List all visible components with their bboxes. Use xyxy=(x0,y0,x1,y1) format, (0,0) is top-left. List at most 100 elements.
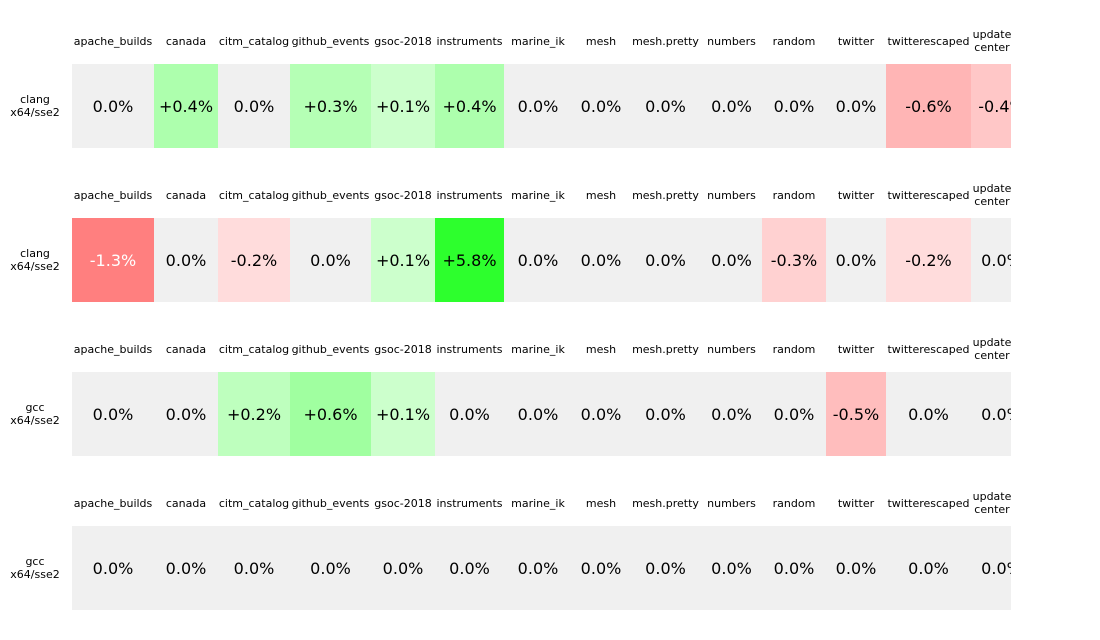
heatmap-cell: 0.0% xyxy=(504,526,572,610)
column-header: apache_builds xyxy=(73,343,153,356)
heatmap-cell: 0.0% xyxy=(504,218,572,302)
column-header: canada xyxy=(165,343,207,356)
column-header: mesh.pretty xyxy=(632,189,699,202)
heatmap-cell: 0.0% xyxy=(826,526,886,610)
column-header: update center xyxy=(972,336,1011,362)
heatmap-cell: -0.6% xyxy=(886,64,971,148)
column-header: apache_builds xyxy=(73,189,153,202)
column-header: citm_catalog xyxy=(218,189,290,202)
column-header: instruments xyxy=(436,497,503,510)
column-header: apache_builds xyxy=(73,35,153,48)
heatmap-cell: 0.0% xyxy=(72,526,154,610)
column-header: update center xyxy=(972,490,1011,516)
column-header: numbers xyxy=(707,343,756,356)
heatmap-cell: +0.4% xyxy=(435,64,504,148)
column-header: mesh.pretty xyxy=(632,497,699,510)
heatmap-cell: +0.1% xyxy=(371,372,435,456)
heatmap-cell: 0.0% xyxy=(886,526,971,610)
column-header: mesh xyxy=(585,497,617,510)
row-label-line: x64/sse2 xyxy=(10,260,60,273)
heatmap-cell: 0.0% xyxy=(572,372,630,456)
heatmap-block: apache_builds 0.0% canada 0.0% citm_catalog +… xyxy=(72,336,1011,456)
heatmap-cell: 0.0% xyxy=(218,64,290,148)
row-label-line: x64/sse2 xyxy=(10,414,60,427)
column-header: twitterescaped xyxy=(887,497,970,510)
column-header: mesh.pretty xyxy=(632,343,699,356)
heatmap-block: apache_builds 0.0% canada 0.0% citm_catalog 0… xyxy=(72,490,1011,610)
column-header: instruments xyxy=(436,189,503,202)
heatmap-cell: 0.0% xyxy=(572,64,630,148)
heatmap-block: apache_builds 0.0% canada +0.4% citm_catalog… xyxy=(72,28,1011,148)
heatmap-cell: +0.4% xyxy=(154,64,218,148)
column-header: twitterescaped xyxy=(887,189,970,202)
heatmap-block: apache_builds -1.3% canada 0.0% citm_catalog… xyxy=(72,182,1011,302)
column-header: twitter xyxy=(837,343,875,356)
column-header: gsoc-2018 xyxy=(374,497,432,510)
heatmap-cell: +0.1% xyxy=(371,64,435,148)
heatmap-cell: 0.0% xyxy=(630,64,701,148)
column-header: twitterescaped xyxy=(887,343,970,356)
column-header: apache_builds xyxy=(73,497,153,510)
column-header: marine_ik xyxy=(511,497,565,510)
column-header: random xyxy=(772,189,816,202)
column-header: github_events xyxy=(291,189,370,202)
heatmap-cell: 0.0% xyxy=(826,64,886,148)
column-header: marine_ik xyxy=(511,189,565,202)
column-header: instruments xyxy=(436,35,503,48)
column-header: twitterescaped xyxy=(887,35,970,48)
heatmap-cell: 0.0% xyxy=(701,526,762,610)
heatmap-cell: 0.0% xyxy=(572,526,630,610)
heatmap-cell: 0.0% xyxy=(572,218,630,302)
row-label-line: clang xyxy=(20,93,50,106)
heatmap-cell: +0.1% xyxy=(371,218,435,302)
row-label-line: gcc xyxy=(25,555,45,568)
column-header: numbers xyxy=(707,497,756,510)
column-header: citm_catalog xyxy=(218,497,290,510)
column-header: twitter xyxy=(837,35,875,48)
heatmap-cell: 0.0% xyxy=(701,372,762,456)
row-label: gcc x64/sse2 xyxy=(0,555,70,581)
heatmap-cell: +0.2% xyxy=(218,372,290,456)
column-header: gsoc-2018 xyxy=(374,343,432,356)
row-label-line: x64/sse2 xyxy=(10,568,60,581)
column-header: twitter xyxy=(837,189,875,202)
row-label: gcc x64/sse2 xyxy=(0,401,70,427)
heatmap-cell: -0.2% xyxy=(886,218,971,302)
heatmap-cell: 0.0% xyxy=(971,218,1011,302)
column-header: canada xyxy=(165,35,207,48)
heatmap-cell: 0.0% xyxy=(701,64,762,148)
heatmap-cell: 0.0% xyxy=(971,372,1011,456)
heatmap-cell: -0.4% xyxy=(971,64,1011,148)
column-header: random xyxy=(772,497,816,510)
column-header: github_events xyxy=(291,497,370,510)
heatmap-cell: 0.0% xyxy=(72,64,154,148)
column-header: numbers xyxy=(707,35,756,48)
heatmap-cell: 0.0% xyxy=(435,372,504,456)
heatmap-cell: 0.0% xyxy=(826,218,886,302)
heatmap-cell: 0.0% xyxy=(886,372,971,456)
column-header: canada xyxy=(165,189,207,202)
heatmap-cell: 0.0% xyxy=(504,372,572,456)
heatmap-cell: -0.3% xyxy=(762,218,826,302)
heatmap-cell: 0.0% xyxy=(762,64,826,148)
heatmap-cell: 0.0% xyxy=(762,372,826,456)
column-header: mesh xyxy=(585,35,617,48)
row-label: clang x64/sse2 xyxy=(0,247,70,273)
row-label-line: clang xyxy=(20,247,50,260)
column-header: random xyxy=(772,35,816,48)
column-header: gsoc-2018 xyxy=(374,35,432,48)
row-label: clang x64/sse2 xyxy=(0,93,70,119)
column-header: gsoc-2018 xyxy=(374,189,432,202)
column-header: numbers xyxy=(707,189,756,202)
heatmap-cell: 0.0% xyxy=(218,526,290,610)
heatmap-cell: 0.0% xyxy=(290,218,371,302)
column-header: twitter xyxy=(837,497,875,510)
heatmap-cell: 0.0% xyxy=(154,372,218,456)
column-header: random xyxy=(772,343,816,356)
heatmap-cell: +0.3% xyxy=(290,64,371,148)
heatmap-cell: -0.2% xyxy=(218,218,290,302)
heatmap-cell: 0.0% xyxy=(504,64,572,148)
column-header: update center xyxy=(972,182,1011,208)
heatmap-cell: 0.0% xyxy=(762,526,826,610)
